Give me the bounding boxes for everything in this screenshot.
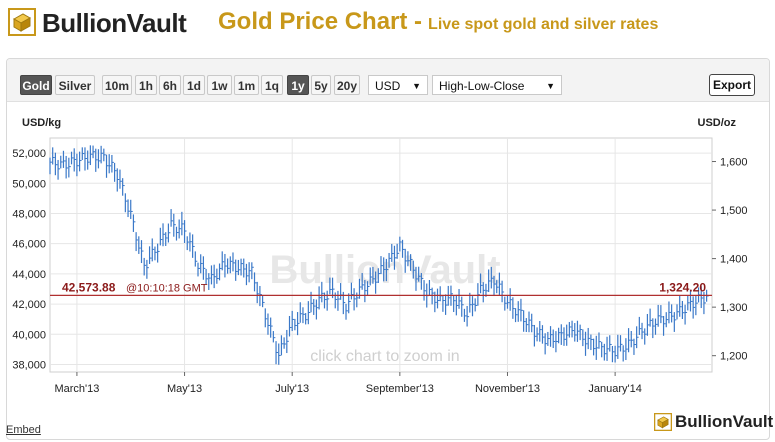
x-tick-label: July'13 <box>275 383 309 395</box>
footer-logo-text: BullionVault <box>675 412 774 431</box>
left-tick-label: 48,000 <box>12 208 46 220</box>
embed-link[interactable]: Embed <box>6 424 41 436</box>
right-axis-ticks: 1,200 1,300 1,400 1,500 1,600 <box>712 157 748 363</box>
chart-grid <box>49 137 713 373</box>
right-tick-label: 1,400 <box>720 254 748 266</box>
current-price-kg-label: 42,573.88 <box>62 280 116 294</box>
period-button-1h[interactable]: 1h <box>135 75 157 95</box>
period-button-1q[interactable]: 1q <box>261 75 283 95</box>
left-axis-label: USD/kg <box>22 117 61 129</box>
right-tick-label: 1,300 <box>720 302 748 314</box>
left-tick-label: 52,000 <box>12 148 46 160</box>
metal-button-gold[interactable]: Gold <box>20 75 52 95</box>
left-tick-label: 40,000 <box>12 329 46 341</box>
left-tick-label: 44,000 <box>12 269 46 281</box>
export-button[interactable]: Export <box>709 74 755 96</box>
x-tick-label: May'13 <box>167 383 202 395</box>
x-axis-labels: March'13 May'13 July'13 September'13 Novembe… <box>54 372 642 395</box>
right-tick-label: 1,200 <box>720 351 748 363</box>
period-button-6h[interactable]: 6h <box>159 75 181 95</box>
period-button-1w[interactable]: 1w <box>207 75 232 95</box>
bullionvault-logo-icon <box>654 413 672 431</box>
period-button-1d[interactable]: 1d <box>183 75 205 95</box>
chart-watermark: BullionVault <box>269 248 500 292</box>
left-tick-label: 46,000 <box>12 239 46 251</box>
x-tick-label: March'13 <box>54 383 99 395</box>
metal-button-silver[interactable]: Silver <box>55 75 95 95</box>
period-button-10m[interactable]: 10m <box>102 75 132 95</box>
right-tick-label: 1,500 <box>720 205 748 217</box>
x-tick-label: November'13 <box>475 383 540 395</box>
right-tick-label: 1,600 <box>720 157 748 169</box>
left-axis-ticks: 38,000 40,000 42,000 44,000 46,000 48,000 50,0… <box>12 148 46 371</box>
footer-logo: BullionVault <box>654 411 774 433</box>
current-price-oz-label: 1,324.20 <box>659 280 706 294</box>
current-price-time-label: @10:10:18 GMT <box>126 282 208 294</box>
period-button-20y[interactable]: 20y <box>334 75 360 95</box>
page-subtitle: Live spot gold and silver rates <box>428 16 659 33</box>
page-header: BullionVault Gold Price Chart - Live spot… <box>0 0 775 48</box>
chevron-down-icon: ▼ <box>546 81 555 91</box>
zoom-hint: click chart to zoom in <box>310 348 459 365</box>
plot-area <box>49 137 713 373</box>
chart-style-select[interactable]: High-Low-Close ▼ <box>432 75 562 95</box>
x-tick-label: January'14 <box>588 383 641 395</box>
x-tick-label: September'13 <box>366 383 434 395</box>
chevron-down-icon: ▼ <box>412 81 421 91</box>
currency-select[interactable]: USD ▼ <box>368 75 428 95</box>
page-title-text: Gold Price Chart - <box>218 8 423 35</box>
right-axis-label: USD/oz <box>698 117 737 129</box>
left-tick-label: 42,000 <box>12 299 46 311</box>
currency-select-value: USD <box>375 79 401 93</box>
period-button-1y[interactable]: 1y <box>287 75 309 95</box>
chart-style-select-value: High-Low-Close <box>439 79 525 93</box>
logo-text[interactable]: BullionVault <box>42 8 187 38</box>
period-button-5y[interactable]: 5y <box>311 75 331 95</box>
bullionvault-logo-icon <box>8 8 36 36</box>
left-tick-label: 50,000 <box>12 178 46 190</box>
left-tick-label: 38,000 <box>12 359 46 371</box>
period-button-1m[interactable]: 1m <box>234 75 259 95</box>
page-title: Gold Price Chart - Live spot gold and sil… <box>218 8 658 36</box>
